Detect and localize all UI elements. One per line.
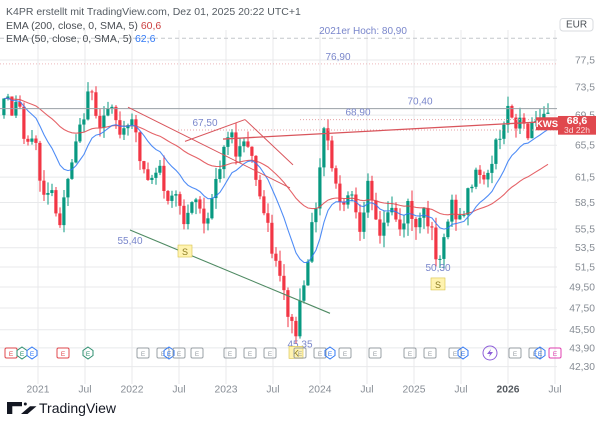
- svg-text:E: E: [408, 351, 413, 358]
- svg-text:E: E: [328, 351, 333, 358]
- svg-text:51,5: 51,5: [575, 262, 595, 273]
- svg-text:E: E: [428, 351, 433, 358]
- svg-text:E: E: [318, 351, 323, 358]
- svg-text:E: E: [248, 351, 253, 358]
- svg-text:E: E: [538, 351, 543, 358]
- svg-text:65,5: 65,5: [575, 141, 595, 152]
- svg-text:KWS: KWS: [536, 119, 558, 130]
- svg-text:E: E: [141, 351, 146, 358]
- svg-text:42,30: 42,30: [569, 362, 595, 373]
- svg-text:E: E: [61, 351, 66, 358]
- svg-text:2023: 2023: [215, 385, 238, 396]
- svg-text:77,5: 77,5: [575, 55, 595, 66]
- svg-text:58,5: 58,5: [575, 198, 595, 209]
- svg-text:Jul: Jul: [78, 385, 91, 396]
- svg-text:Jul: Jul: [172, 385, 185, 396]
- svg-text:3d 22h: 3d 22h: [564, 125, 590, 135]
- svg-text:2022: 2022: [121, 385, 144, 396]
- svg-text:E: E: [298, 351, 303, 358]
- svg-text:E: E: [167, 351, 172, 358]
- svg-text:Jul: Jul: [360, 385, 373, 396]
- svg-text:E: E: [20, 351, 25, 358]
- svg-text:55,5: 55,5: [575, 225, 595, 236]
- svg-text:S: S: [182, 247, 188, 257]
- svg-text:70,40: 70,40: [407, 97, 432, 108]
- svg-text:EUR: EUR: [566, 20, 587, 31]
- svg-text:E: E: [228, 351, 233, 358]
- svg-text:47,50: 47,50: [569, 303, 595, 314]
- svg-text:55,40: 55,40: [117, 236, 142, 247]
- svg-text:Jul: Jul: [548, 385, 561, 396]
- svg-text:43,90: 43,90: [569, 343, 595, 354]
- svg-text:Jul: Jul: [266, 385, 279, 396]
- svg-text:76,90: 76,90: [325, 52, 350, 63]
- svg-text:E: E: [343, 351, 348, 358]
- svg-text:E: E: [513, 351, 518, 358]
- svg-text:50,30: 50,30: [425, 263, 450, 274]
- svg-text:Jul: Jul: [454, 385, 467, 396]
- svg-text:45,50: 45,50: [569, 325, 595, 336]
- svg-text:68,90: 68,90: [345, 108, 370, 119]
- svg-text:E: E: [177, 351, 182, 358]
- svg-text:2025: 2025: [403, 385, 426, 396]
- svg-text:E: E: [30, 351, 35, 358]
- svg-text:E: E: [195, 351, 200, 358]
- svg-text:73,5: 73,5: [575, 82, 595, 93]
- svg-text:S: S: [435, 280, 441, 290]
- svg-text:TradingView: TradingView: [39, 400, 117, 416]
- svg-text:67,50: 67,50: [192, 118, 217, 129]
- svg-text:E: E: [553, 351, 558, 358]
- svg-text:E: E: [86, 351, 91, 358]
- svg-text:53,5: 53,5: [575, 243, 595, 254]
- svg-text:E: E: [373, 351, 378, 358]
- svg-text:E: E: [461, 351, 466, 358]
- svg-text:2024: 2024: [309, 385, 332, 396]
- svg-text:61,5: 61,5: [575, 173, 595, 184]
- svg-text:E: E: [453, 351, 458, 358]
- svg-text:49,50: 49,50: [569, 283, 595, 294]
- svg-text:E: E: [268, 351, 273, 358]
- svg-text:2026: 2026: [497, 385, 520, 396]
- svg-text:E: E: [9, 351, 14, 358]
- svg-text:2021er Hoch: 80,90: 2021er Hoch: 80,90: [319, 26, 407, 37]
- svg-text:2021: 2021: [27, 385, 50, 396]
